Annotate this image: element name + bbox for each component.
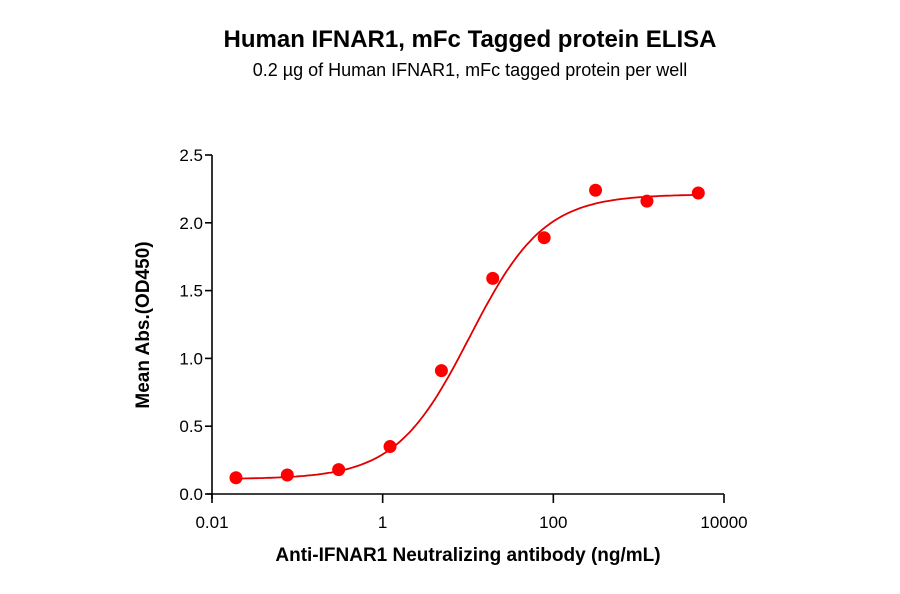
x-tick-label: 1 — [378, 513, 387, 532]
data-point — [589, 183, 603, 197]
y-tick-label: 0.5 — [179, 417, 203, 436]
data-point — [486, 271, 500, 285]
chart-title: Human IFNAR1, mFc Tagged protein ELISA — [223, 26, 717, 53]
data-point — [280, 468, 294, 482]
x-tick-label: 10000 — [700, 513, 747, 532]
y-tick-label: 0.0 — [179, 485, 203, 504]
fit-curve — [235, 194, 699, 480]
y-tick-label: 2.0 — [179, 214, 203, 233]
data-points — [229, 183, 705, 485]
data-point — [434, 364, 448, 378]
x-tick-label: 0.01 — [195, 513, 228, 532]
data-point — [229, 471, 243, 485]
data-point — [691, 186, 705, 200]
y-tick-label: 1.5 — [179, 282, 203, 301]
y-tick-label: 2.5 — [179, 146, 203, 165]
y-tick-label: 1.0 — [179, 349, 203, 368]
axes: 0.0 0.5 1.0 1.5 2.0 2.5 0.01 1 100 10000 — [179, 146, 747, 532]
data-point — [332, 463, 346, 477]
x-axis-label: Anti-IFNAR1 Neutralizing antibody (ng/mL… — [275, 545, 661, 566]
chart-subtitle: 0.2 µg of Human IFNAR1, mFc tagged prote… — [252, 60, 688, 80]
x-tick-label: 100 — [539, 513, 567, 532]
data-point — [640, 194, 654, 208]
data-point — [383, 440, 397, 454]
data-point — [537, 231, 551, 245]
